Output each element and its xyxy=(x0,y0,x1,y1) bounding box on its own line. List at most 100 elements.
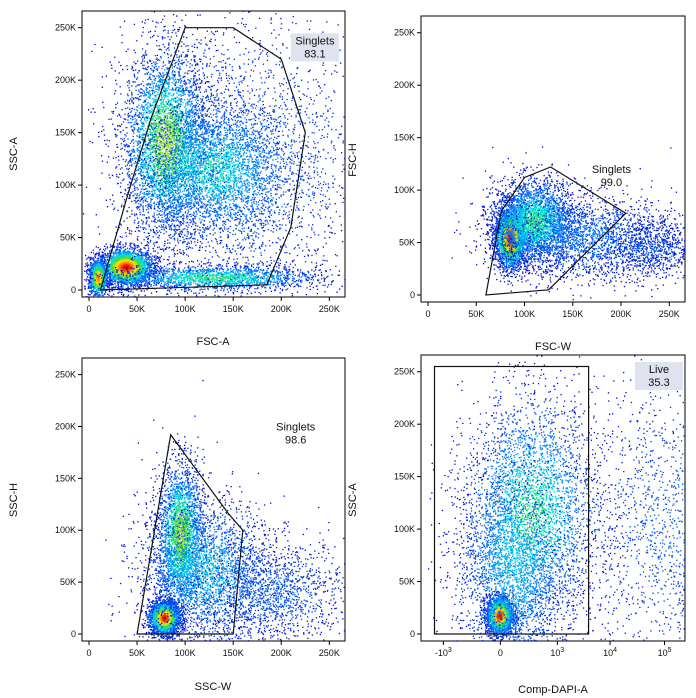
event-dot xyxy=(120,148,122,150)
event-dot xyxy=(129,279,132,281)
event-dot xyxy=(129,291,131,293)
event-dot xyxy=(118,256,120,259)
event-dot xyxy=(140,252,142,254)
event-dot xyxy=(149,265,151,267)
event-dot xyxy=(139,277,141,279)
event-dot xyxy=(103,283,105,285)
event-dot xyxy=(130,290,132,292)
event-dot xyxy=(102,294,104,296)
event-dot xyxy=(94,255,96,257)
event-dot xyxy=(123,269,125,271)
event-dot xyxy=(166,103,168,106)
event-dot xyxy=(94,280,97,282)
event-dot xyxy=(100,274,103,276)
event-dot xyxy=(111,263,114,265)
event-dot xyxy=(191,93,194,95)
event-dot xyxy=(102,289,104,292)
event-dot xyxy=(134,295,136,297)
event-dot xyxy=(110,279,112,281)
event-dot xyxy=(200,58,202,61)
event-dot xyxy=(171,72,173,74)
event-dot xyxy=(204,257,206,259)
event-dot xyxy=(241,139,243,141)
event-dot xyxy=(173,138,175,140)
event-dot xyxy=(119,242,121,244)
event-dot xyxy=(115,268,118,270)
event-dot xyxy=(133,222,136,224)
event-dot xyxy=(157,93,159,96)
event-dot xyxy=(144,279,147,281)
event-dot xyxy=(147,250,149,252)
event-dot xyxy=(126,265,128,268)
event-dot xyxy=(144,274,146,276)
event-dot xyxy=(108,269,110,271)
event-dot xyxy=(158,113,160,115)
event-dot xyxy=(172,114,174,116)
event-dot xyxy=(181,160,183,162)
event-dot xyxy=(125,267,127,269)
event-dot xyxy=(106,284,108,286)
event-dot xyxy=(153,255,156,257)
event-dot xyxy=(174,140,176,142)
event-dot xyxy=(96,277,98,280)
event-dot xyxy=(109,277,111,279)
event-dot xyxy=(145,281,147,283)
event-dot xyxy=(167,152,169,155)
event-dot xyxy=(147,65,150,68)
event-dot xyxy=(125,266,127,268)
event-dot xyxy=(130,159,132,161)
event-dot xyxy=(97,290,100,292)
event-dot xyxy=(96,271,98,273)
event-dot xyxy=(144,247,146,250)
event-dot xyxy=(98,255,100,257)
event-dot xyxy=(103,266,105,268)
event-dot xyxy=(165,220,167,222)
event-dot xyxy=(146,252,148,254)
event-dot xyxy=(162,285,164,287)
event-dot xyxy=(139,147,141,149)
event-dot xyxy=(124,254,126,256)
event-dot xyxy=(101,251,103,253)
event-dot xyxy=(102,253,104,256)
event-dot xyxy=(97,271,99,274)
event-dot xyxy=(107,286,109,289)
event-dot xyxy=(121,267,123,269)
event-dot xyxy=(132,261,134,263)
event-dot xyxy=(97,278,100,280)
event-dot xyxy=(207,156,209,158)
event-dot xyxy=(108,294,110,296)
event-dot xyxy=(115,254,117,256)
event-dot xyxy=(143,171,145,173)
event-dot xyxy=(118,258,120,260)
event-dot xyxy=(137,266,139,268)
event-dot xyxy=(125,277,127,280)
event-dot xyxy=(145,87,147,89)
event-dot xyxy=(142,227,144,229)
event-dot xyxy=(167,96,169,98)
event-dot xyxy=(126,261,128,263)
event-dot xyxy=(179,99,181,101)
event-dot xyxy=(125,265,127,268)
event-dot xyxy=(112,287,114,289)
event-dot xyxy=(160,178,163,181)
event-dot xyxy=(185,112,187,115)
event-dot xyxy=(174,127,176,129)
event-dot xyxy=(131,281,133,283)
event-dot xyxy=(87,273,90,275)
event-dot xyxy=(131,248,133,250)
event-dot xyxy=(93,262,95,264)
event-dot xyxy=(136,169,138,172)
event-dot xyxy=(171,128,173,130)
event-dot xyxy=(161,154,163,156)
event-dot xyxy=(95,293,97,295)
event-dot xyxy=(106,277,108,280)
event-dot xyxy=(151,116,153,118)
event-dot xyxy=(137,60,139,62)
event-dot xyxy=(135,260,138,262)
event-dot xyxy=(146,134,148,136)
event-dot xyxy=(104,276,106,279)
event-dot xyxy=(163,258,165,260)
event-dot xyxy=(94,264,96,266)
event-dot xyxy=(118,254,120,256)
event-dot xyxy=(119,271,121,273)
